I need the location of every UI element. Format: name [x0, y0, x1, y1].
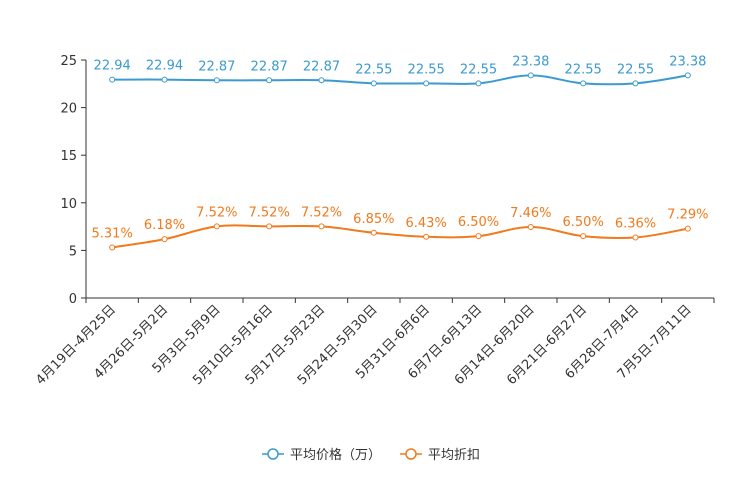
data-label: 22.55 [408, 62, 445, 77]
data-label: 22.87 [198, 59, 235, 74]
data-point[interactable] [109, 244, 116, 251]
data-label: 7.52% [196, 205, 237, 220]
data-point[interactable] [632, 80, 639, 87]
data-point[interactable] [527, 72, 534, 79]
data-label: 22.87 [251, 59, 288, 74]
data-point[interactable] [527, 223, 534, 230]
y-tick-label: 5 [69, 244, 77, 259]
series-layer: 22.94 22.94 22.87 22.87 22.87 22.55 22.55 22.55… [92, 54, 708, 251]
legend-item-avg-discount[interactable]: 平均折扣 [400, 448, 480, 463]
data-point[interactable] [684, 72, 691, 79]
data-label: 7.52% [301, 205, 342, 220]
legend-item-avg-price[interactable]: 平均价格（万） [262, 447, 381, 463]
data-label: 6.50% [563, 215, 604, 230]
legend-label: 平均价格（万） [290, 447, 381, 463]
data-point[interactable] [632, 234, 639, 241]
data-point[interactable] [161, 236, 168, 243]
data-label: 7.46% [510, 206, 551, 221]
data-label: 23.38 [512, 54, 549, 69]
y-tick-label: 20 [60, 102, 77, 117]
series-line [112, 224, 689, 249]
series-avg-discount: 5.31% 6.18% 7.52% 7.52% 7.52% 6.85% 6.43% 6.50%… [92, 205, 708, 251]
series-line [112, 74, 688, 86]
data-label: 7.52% [249, 205, 290, 220]
data-label: 22.87 [303, 59, 340, 74]
data-label: 6.43% [406, 216, 447, 231]
data-label: 22.94 [94, 59, 131, 74]
y-tick-label: 10 [60, 197, 77, 212]
data-label: 5.31% [92, 226, 133, 241]
data-point[interactable] [318, 223, 325, 230]
legend[interactable]: 平均价格（万） 平均折扣 [262, 447, 480, 463]
legend-label: 平均折扣 [428, 448, 480, 463]
data-point[interactable] [213, 223, 220, 230]
data-point[interactable] [475, 80, 482, 87]
data-point[interactable] [370, 229, 377, 236]
y-tick-label: 25 [60, 54, 77, 69]
data-point[interactable] [266, 223, 273, 230]
data-label: 7.29% [667, 208, 708, 223]
data-point[interactable] [423, 80, 430, 87]
data-point[interactable] [109, 76, 116, 83]
data-point[interactable] [213, 77, 220, 84]
legend-marker-icon [267, 448, 279, 460]
series-avg-price: 22.94 22.94 22.87 22.87 22.87 22.55 22.55 22.55… [94, 54, 706, 87]
data-point[interactable] [580, 80, 587, 87]
data-point[interactable] [370, 80, 377, 87]
data-label: 22.55 [355, 62, 392, 77]
data-label: 6.50% [458, 215, 499, 230]
data-point[interactable] [423, 233, 430, 240]
data-point[interactable] [580, 233, 587, 240]
data-point[interactable] [266, 77, 273, 84]
data-label: 22.55 [617, 62, 654, 77]
data-point[interactable] [684, 225, 691, 232]
data-point[interactable] [318, 77, 325, 84]
data-label: 23.38 [669, 54, 706, 69]
y-tick-label: 0 [69, 292, 77, 307]
data-label: 22.55 [460, 62, 497, 77]
legend-marker-icon [405, 448, 417, 460]
data-label: 6.85% [353, 212, 394, 227]
data-label: 22.94 [146, 59, 183, 74]
data-point[interactable] [475, 233, 482, 240]
data-label: 6.36% [615, 216, 656, 231]
data-label: 6.18% [144, 218, 185, 233]
data-label: 22.55 [565, 62, 602, 77]
data-point[interactable] [161, 76, 168, 83]
y-tick-label: 15 [60, 149, 77, 164]
